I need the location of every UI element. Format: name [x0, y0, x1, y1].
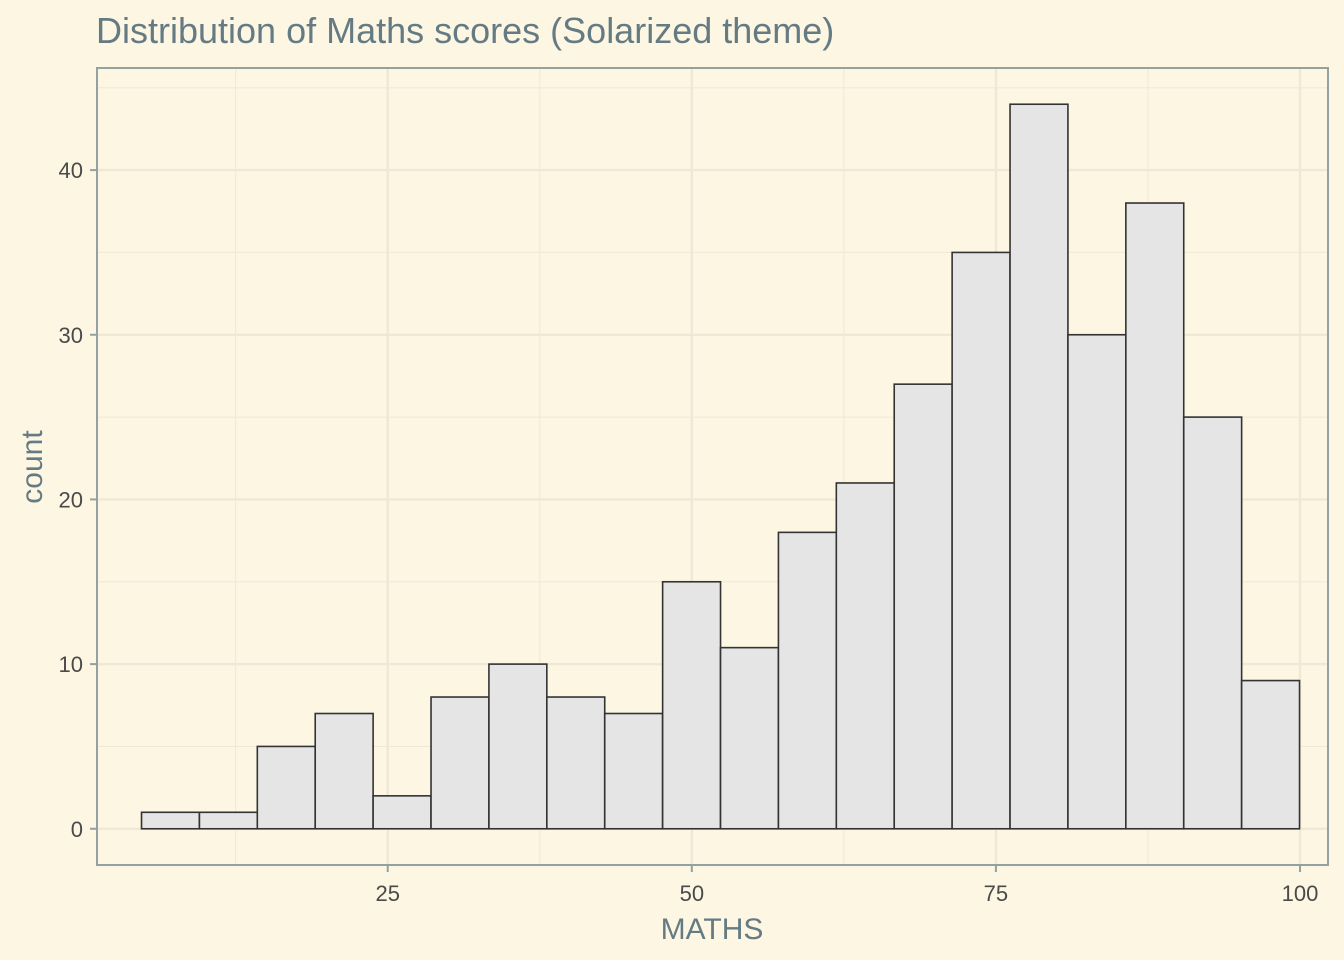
histogram-bar	[140, 811, 201, 830]
histogram-bar	[372, 795, 432, 830]
x-tick-label: 75	[984, 881, 1008, 906]
histogram-bar	[314, 712, 374, 830]
histogram-bar	[546, 696, 606, 830]
x-tick-label: 100	[1282, 881, 1319, 906]
bars	[140, 103, 1301, 830]
y-axis-title: count	[16, 430, 49, 504]
x-axis-ticks: 25 50 75 100	[375, 865, 1318, 906]
histogram-bar	[1125, 202, 1185, 830]
histogram-bar	[256, 745, 317, 830]
y-tick-label: 10	[59, 652, 83, 677]
histogram-bar	[430, 696, 490, 830]
histogram-bar	[951, 251, 1011, 830]
chart-title: Distribution of Maths scores (Solarized …	[96, 10, 834, 51]
histogram-bar	[661, 580, 722, 830]
histogram-bar	[835, 482, 896, 830]
y-tick-label: 0	[71, 817, 83, 842]
histogram-bar	[488, 663, 548, 830]
histogram-bar	[1240, 679, 1301, 830]
y-tick-label: 40	[59, 158, 83, 183]
histogram-bar	[1067, 333, 1127, 830]
histogram-bar	[777, 531, 838, 830]
histogram-bar	[1009, 103, 1069, 830]
y-axis-ticks: 0 10 20 30 40	[59, 158, 97, 842]
x-tick-label: 25	[375, 881, 399, 906]
histogram-bar	[893, 383, 953, 830]
x-axis-title: MATHS	[661, 913, 764, 946]
x-tick-label: 50	[680, 881, 704, 906]
histogram-bar	[1182, 416, 1243, 830]
panel-border	[96, 67, 1329, 866]
histogram-bar	[603, 712, 664, 830]
histogram-bar	[198, 811, 259, 830]
histogram-bar	[719, 646, 780, 830]
y-tick-label: 30	[59, 323, 83, 348]
y-tick-label: 20	[59, 487, 83, 512]
